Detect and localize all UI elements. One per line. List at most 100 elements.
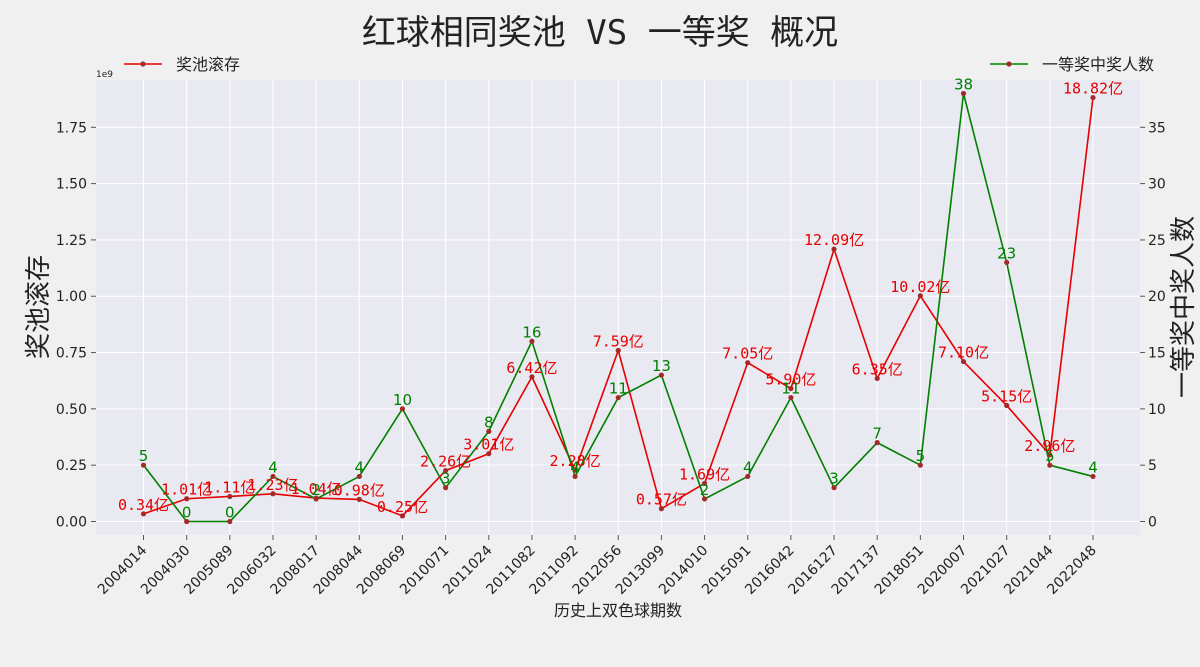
data-point (917, 293, 923, 299)
y-left-tick-label: 0.25 (56, 458, 87, 474)
data-point (874, 440, 880, 446)
data-label: 16 (522, 323, 541, 341)
y-left-tick-label: 1.00 (56, 289, 87, 305)
data-point (745, 360, 751, 366)
y-axis-left-label: 奖池滚存 (24, 255, 54, 359)
chart-title: 红球相同奖池 VS 一等奖 概况 (362, 13, 838, 53)
data-point (831, 246, 837, 252)
data-label: 2.96亿 (1024, 437, 1075, 455)
data-label: 0.98亿 (334, 481, 385, 499)
data-point (917, 462, 923, 468)
data-point (270, 473, 276, 480)
data-label: 2 (311, 481, 321, 499)
data-label: 12.09亿 (804, 231, 864, 249)
data-label: 0.57亿 (636, 491, 687, 509)
series-points (140, 90, 1096, 525)
data-point (184, 518, 190, 525)
data-label: 4 (355, 458, 365, 476)
data-point (356, 473, 362, 480)
legend-right: 一等奖中奖人数 (990, 55, 1154, 74)
data-point (572, 467, 578, 473)
data-point (227, 493, 233, 500)
data-point (788, 394, 794, 401)
data-point (1047, 452, 1053, 458)
data-label: 8 (484, 413, 494, 431)
data-label: 11 (781, 380, 800, 398)
legend-left-marker (140, 61, 146, 67)
data-label: 4 (570, 458, 580, 476)
data-label: 1.01亿 (161, 481, 212, 499)
y-right-tick-label: 0 (1148, 514, 1157, 530)
data-label: 5 (916, 447, 926, 465)
x-axis-label: 历史上双色球期数 (554, 601, 682, 620)
y-right-tick-label: 30 (1148, 177, 1166, 193)
y-right-tick-label: 10 (1148, 402, 1166, 418)
data-label: 4 (268, 458, 278, 476)
data-label: 11 (609, 380, 628, 398)
data-point (529, 338, 535, 344)
data-point (313, 496, 319, 502)
data-label: 6.35亿 (852, 360, 903, 378)
legend-left: 奖池滚存 (124, 55, 240, 74)
data-point (399, 513, 406, 519)
data-point (701, 480, 708, 487)
data-point (658, 506, 665, 512)
data-label: 4 (743, 458, 753, 476)
left-axis-exponent: 1e9 (96, 70, 113, 80)
data-point (831, 485, 837, 491)
data-point (486, 451, 492, 457)
data-point (443, 485, 449, 491)
data-point (356, 496, 362, 503)
data-label: 3.01亿 (463, 436, 514, 454)
data-point (1090, 473, 1096, 480)
data-label: 2 (700, 481, 710, 499)
data-label: 3 (441, 470, 451, 488)
data-label: 2.28亿 (550, 452, 601, 470)
data-label: 1.04亿 (291, 480, 342, 498)
data-point (745, 473, 751, 480)
data-point (615, 394, 621, 401)
data-label: 5.15亿 (981, 387, 1032, 405)
y-right-tick-label: 35 (1148, 120, 1166, 136)
data-point (140, 462, 147, 468)
data-point (486, 428, 492, 434)
data-point (399, 406, 406, 412)
data-label: 10 (393, 391, 412, 409)
y-right-tick-label: 5 (1148, 458, 1157, 474)
data-point (270, 491, 276, 497)
data-point (960, 358, 967, 365)
y-left-tick-label: 1.25 (56, 233, 87, 249)
data-label: 7.59亿 (593, 333, 644, 351)
data-point (1047, 462, 1053, 468)
y-left-tick-label: 0.50 (56, 402, 87, 418)
data-label: 7.05亿 (722, 345, 773, 363)
y-right-tick-label: 15 (1148, 346, 1166, 362)
data-point (1004, 402, 1010, 409)
data-point (443, 467, 449, 474)
y-right-tick-label: 20 (1148, 289, 1166, 305)
data-label: 1.11亿 (204, 478, 255, 496)
y-left-tick-label: 1.75 (56, 120, 87, 136)
data-point (701, 496, 708, 502)
y-left-tick-label: 1.50 (56, 177, 87, 193)
data-label: 38 (954, 76, 973, 94)
data-label: 5 (139, 447, 149, 465)
data-label: 4 (1088, 458, 1098, 476)
data-label: 5 (1045, 447, 1055, 465)
data-label: 13 (652, 357, 671, 375)
data-point (1090, 94, 1096, 101)
data-label: 1.23亿 (247, 476, 298, 494)
legend-right-marker (1006, 61, 1012, 67)
data-label: 0 (182, 503, 192, 521)
data-label: 3 (829, 470, 839, 488)
data-point (572, 473, 578, 480)
data-label: 23 (997, 244, 1016, 262)
data-label: 18.82亿 (1063, 80, 1123, 98)
data-point (529, 374, 535, 380)
grid (96, 80, 1140, 535)
legend-right-text: 一等奖中奖人数 (1042, 55, 1154, 74)
data-label: 0 (225, 503, 235, 521)
data-point (658, 372, 665, 378)
